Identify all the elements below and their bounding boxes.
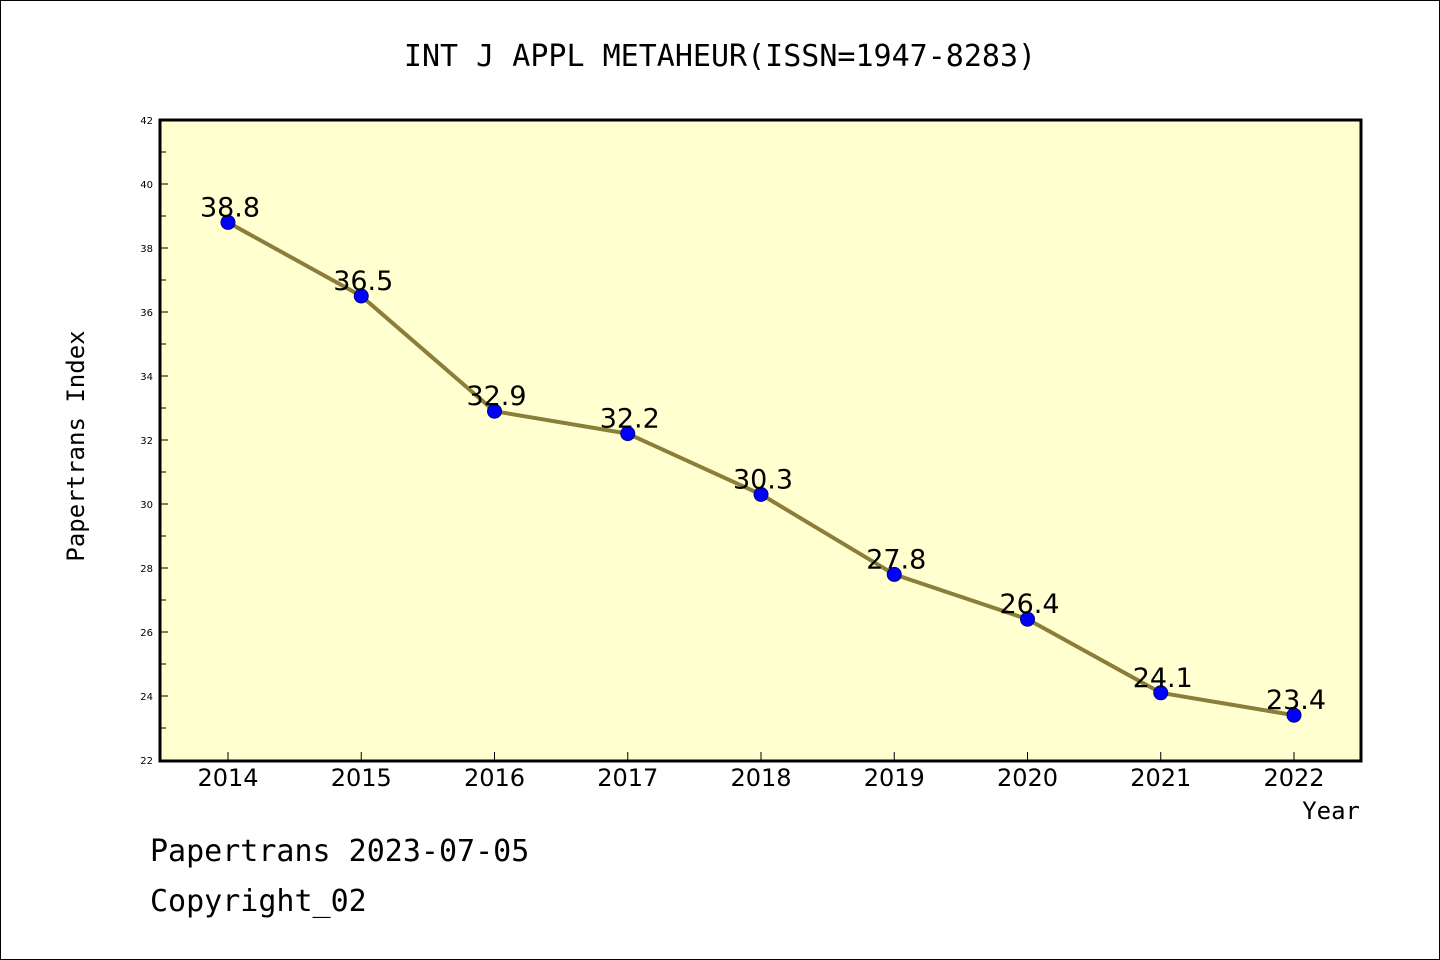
data-point-marker <box>1286 707 1302 723</box>
y-axis-ticks: 22 24 26 28 30 32 34 36 38 40 42 <box>140 116 168 767</box>
y-tick-label: 34 <box>140 372 153 383</box>
y-tick-label: 22 <box>140 756 153 767</box>
y-tick-label: 42 <box>140 116 153 127</box>
data-point-label: 32.2 <box>600 404 660 435</box>
data-point-label: 27.8 <box>866 544 926 575</box>
data-point-marker <box>353 288 369 304</box>
x-axis-label: Year <box>1302 797 1360 825</box>
y-tick-label: 24 <box>140 692 153 703</box>
x-tick-label: 2015 <box>331 764 392 792</box>
data-point-label: 23.4 <box>1266 685 1326 716</box>
footer-copyright-text: Copyright_02 <box>150 884 367 919</box>
x-tick-label: 2017 <box>597 764 658 792</box>
series-markers <box>220 214 1302 723</box>
y-tick-label: 28 <box>140 564 153 575</box>
x-tick-label: 2018 <box>730 764 791 792</box>
x-tick-label: 2014 <box>197 764 258 792</box>
data-point-marker <box>1020 611 1035 627</box>
data-point-marker <box>886 566 902 582</box>
footer-date-text: Papertrans 2023-07-05 <box>150 834 530 869</box>
x-tick-label: 2021 <box>1130 764 1191 792</box>
y-tick-label: 40 <box>140 180 153 191</box>
plot-area <box>158 118 1363 763</box>
x-tick-label: 2022 <box>1263 764 1324 792</box>
data-point-label: 32.9 <box>466 381 526 412</box>
y-tick-label: 30 <box>140 500 153 511</box>
data-point-marker <box>1153 685 1169 701</box>
y-tick-label: 36 <box>140 308 153 319</box>
y-tick-label: 38 <box>140 244 153 255</box>
data-point-label: 30.3 <box>733 464 793 495</box>
x-tick-label: 2020 <box>997 764 1058 792</box>
y-tick-label: 32 <box>140 436 153 447</box>
data-point-label: 26.4 <box>999 589 1059 620</box>
data-point-marker <box>620 426 636 442</box>
data-point-marker <box>487 403 502 419</box>
y-axis-label: Papertrans Index <box>62 330 90 561</box>
data-point-label: 38.8 <box>200 192 260 223</box>
data-point-marker <box>220 214 236 230</box>
data-point-marker <box>753 486 769 502</box>
chart-title: INT J APPL METAHEUR(ISSN=1947-8283) <box>404 39 1036 74</box>
x-tick-label: 2019 <box>864 764 925 792</box>
y-tick-label: 26 <box>140 628 153 639</box>
data-point-label: 36.5 <box>333 266 393 297</box>
x-tick-label: 2016 <box>464 764 525 792</box>
data-labels: 38.8 36.5 32.9 32.2 30.3 27.8 26.4 24.1 23.4 <box>200 192 1326 716</box>
x-axis-ticks: 2014 2015 2016 2017 2018 2019 2020 2021 2022 <box>197 752 1325 792</box>
data-point-label: 24.1 <box>1133 663 1193 694</box>
